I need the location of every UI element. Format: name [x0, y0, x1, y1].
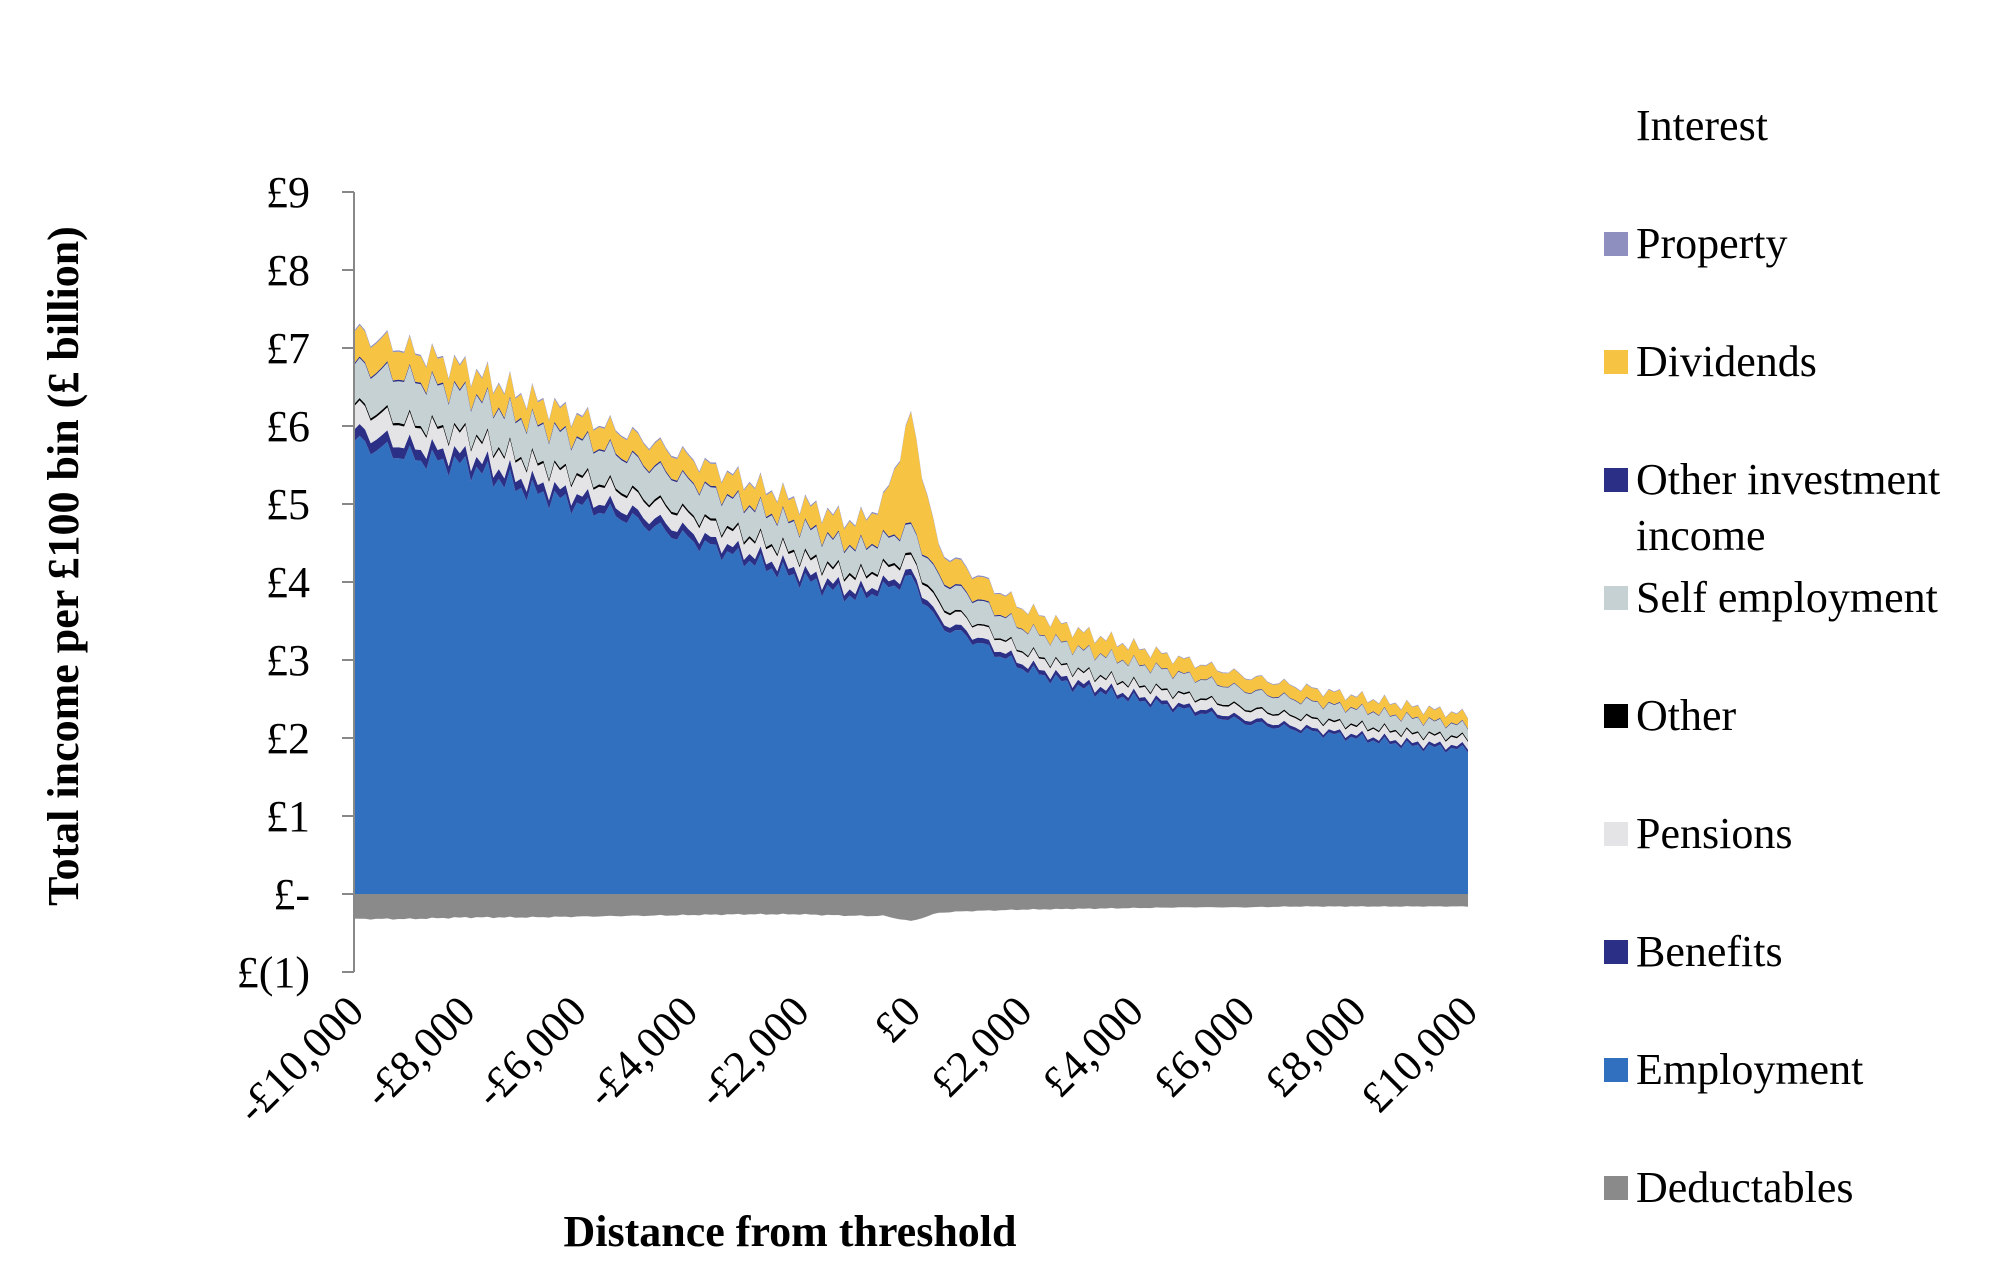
- x-tick-label: £4,000: [1033, 986, 1153, 1106]
- x-tick-labels: -£10,000-£8,000-£6,000-£4,000-£2,000 £0£2…: [227, 986, 1487, 1132]
- x-axis-title: Distance from threshold: [563, 1207, 1016, 1256]
- legend-swatch: [1604, 822, 1628, 846]
- x-tick-label: £10,000: [1351, 986, 1487, 1122]
- legend-swatch: [1604, 114, 1628, 138]
- y-tick-labels: £9 £8 £7 £6 £5 £4 £3 £2 £1 £- £(1): [237, 168, 354, 997]
- legend-item-dividends: Dividends: [1604, 337, 1817, 386]
- legend-item-interest: Interest: [1604, 101, 1768, 150]
- y-tick-label: £8: [266, 246, 310, 295]
- y-tick-label: £3: [266, 636, 310, 685]
- legend-label: Other investment income: [1636, 455, 1940, 560]
- y-tick-label: £6: [266, 402, 310, 451]
- legend: Interest Property Dividends Other investmen…: [1604, 101, 1940, 1212]
- area-self-employment: [354, 358, 1468, 741]
- x-tick-label: £0: [864, 986, 930, 1052]
- y-tick-label: £1: [266, 792, 310, 841]
- legend-label: Employment: [1636, 1045, 1863, 1094]
- area-deductables: [354, 894, 1468, 921]
- y-tick-label: £(1): [237, 948, 310, 997]
- y-axis-title: Total income per £100 bin (£ billion): [39, 226, 88, 906]
- legend-swatch: [1604, 1058, 1628, 1082]
- x-tick-label: -£10,000: [227, 986, 373, 1132]
- legend-swatch: [1604, 350, 1628, 374]
- y-tick-label: £7: [266, 324, 310, 373]
- legend-item-benefits: Benefits: [1604, 927, 1783, 976]
- area-employment: [354, 435, 1468, 894]
- y-tick-label: £5: [266, 480, 310, 529]
- legend-label: Dividends: [1636, 337, 1817, 386]
- legend-label: Deductables: [1636, 1163, 1853, 1212]
- legend-swatch: [1604, 232, 1628, 256]
- x-tick-label: -£8,000: [354, 986, 485, 1117]
- legend-item-other-investment-income: Other investment income: [1604, 455, 1940, 560]
- legend-swatch: [1604, 704, 1628, 728]
- area-series-group: [354, 321, 1468, 921]
- y-tick-label: £-: [273, 870, 310, 919]
- y-tick-label: £9: [266, 168, 310, 217]
- legend-item-deductables: Deductables: [1604, 1163, 1853, 1212]
- legend-label: Interest: [1636, 101, 1768, 150]
- x-tick-label: -£4,000: [577, 986, 708, 1117]
- legend-item-pensions: Pensions: [1604, 809, 1792, 858]
- legend-swatch: [1604, 940, 1628, 964]
- area-pensions: [354, 400, 1468, 750]
- y-tick-label: £4: [266, 558, 310, 607]
- legend-label: Other: [1636, 691, 1737, 740]
- legend-swatch: [1604, 586, 1628, 610]
- x-tick-label: £2,000: [921, 986, 1041, 1106]
- legend-swatch: [1604, 1176, 1628, 1200]
- area-dividends: [354, 325, 1468, 729]
- legend-swatch: [1604, 468, 1628, 492]
- legend-label: Self employment: [1636, 573, 1938, 622]
- x-tick-label: £6,000: [1144, 986, 1264, 1106]
- y-tick-label: £2: [266, 714, 310, 763]
- area-benefits: [354, 424, 1468, 753]
- legend-item-property: Property: [1604, 219, 1788, 268]
- legend-label: Pensions: [1636, 809, 1792, 858]
- legend-item-self-employment: Self employment: [1604, 573, 1938, 622]
- x-tick-label: -£6,000: [465, 986, 596, 1117]
- x-tick-label: -£2,000: [688, 986, 819, 1117]
- legend-label: Benefits: [1636, 927, 1783, 976]
- legend-item-employment: Employment: [1604, 1045, 1863, 1094]
- legend-label: Property: [1636, 219, 1788, 268]
- legend-item-other: Other: [1604, 691, 1737, 740]
